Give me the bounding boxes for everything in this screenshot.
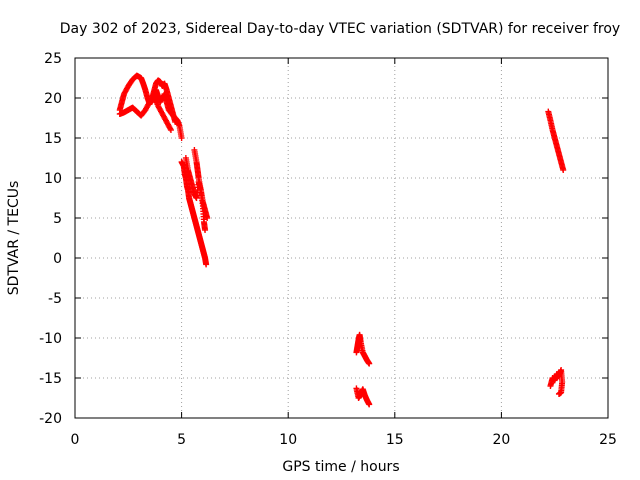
series-arc-late-low bbox=[547, 367, 566, 397]
series-arc-descending-c bbox=[191, 147, 209, 233]
series-arc-midday-upper bbox=[353, 331, 373, 367]
y-axis-label: SDTVAR / TECUs bbox=[6, 181, 22, 296]
x-tick-label: 5 bbox=[177, 432, 186, 448]
y-tick-label: 20 bbox=[44, 91, 62, 107]
x-tick-label: 0 bbox=[71, 432, 80, 448]
x-tick-label: 20 bbox=[492, 432, 510, 448]
x-tick-label: 10 bbox=[279, 432, 297, 448]
y-tick-label: -10 bbox=[39, 331, 62, 347]
y-tick-label: -20 bbox=[39, 411, 62, 427]
series-arc-descending bbox=[178, 159, 210, 268]
x-tick-labels: 0 5 10 15 20 25 bbox=[71, 432, 617, 448]
x-tick-label: 15 bbox=[386, 432, 404, 448]
y-tick-label: 0 bbox=[53, 251, 62, 267]
plot-frame bbox=[74, 57, 609, 419]
y-tick-label: -5 bbox=[48, 291, 62, 307]
x-axis-label: GPS time / hours bbox=[282, 459, 399, 475]
y-tick-labels: -20 -15 -10 -5 0 5 10 15 20 25 bbox=[39, 51, 62, 427]
x-tick-label: 25 bbox=[599, 432, 617, 448]
data-marks bbox=[116, 72, 567, 408]
y-tick-label: 10 bbox=[44, 171, 62, 187]
tick-marks bbox=[74, 57, 609, 419]
grid bbox=[75, 58, 608, 418]
chart-title: Day 302 of 2023, Sidereal Day-to-day VTE… bbox=[60, 21, 620, 37]
y-tick-label: 25 bbox=[44, 51, 62, 67]
y-tick-label: 15 bbox=[44, 131, 62, 147]
series-arc-late bbox=[545, 108, 567, 173]
y-tick-label: 5 bbox=[53, 211, 62, 227]
series-arc-early-inner bbox=[148, 87, 185, 141]
y-tick-label: -15 bbox=[39, 371, 62, 387]
series-arc-early-loop bbox=[116, 72, 179, 125]
series-arc-midday-lower bbox=[353, 385, 373, 408]
